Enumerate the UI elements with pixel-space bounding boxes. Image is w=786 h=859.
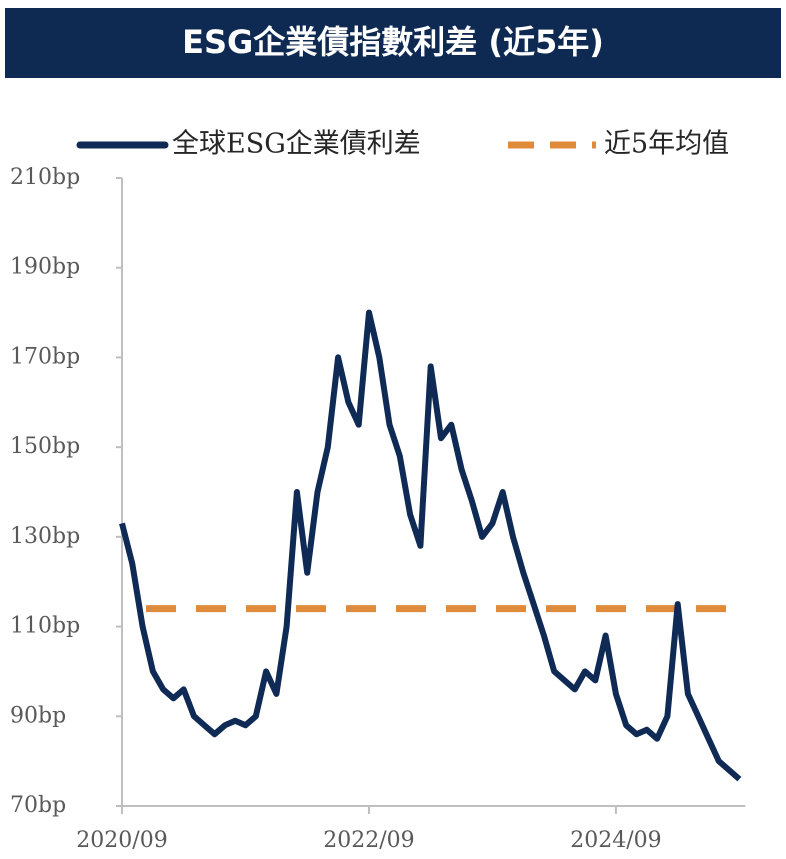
x-tick-label: 2020/09	[76, 828, 167, 853]
y-tick-label: 90bp	[10, 703, 66, 728]
x-tick-label: 2024/09	[570, 828, 661, 853]
y-tick-label: 150bp	[10, 434, 80, 459]
series-line	[119, 309, 742, 782]
legend-label: 全球ESG企業債利差	[172, 129, 421, 160]
title-bar	[5, 8, 781, 78]
y-tick-label: 170bp	[10, 344, 80, 369]
y-tick-label: 130bp	[10, 524, 80, 549]
y-tick-label: 190bp	[10, 255, 80, 280]
chart-title: ESG企業債指數利差 (近5年)	[182, 23, 604, 61]
y-tick-label: 210bp	[10, 165, 80, 190]
y-tick-label: 70bp	[10, 793, 66, 818]
x-tick-label: 2022/09	[323, 828, 414, 853]
y-tick-label: 110bp	[10, 614, 80, 639]
legend-label: 近5年均值	[604, 129, 729, 160]
